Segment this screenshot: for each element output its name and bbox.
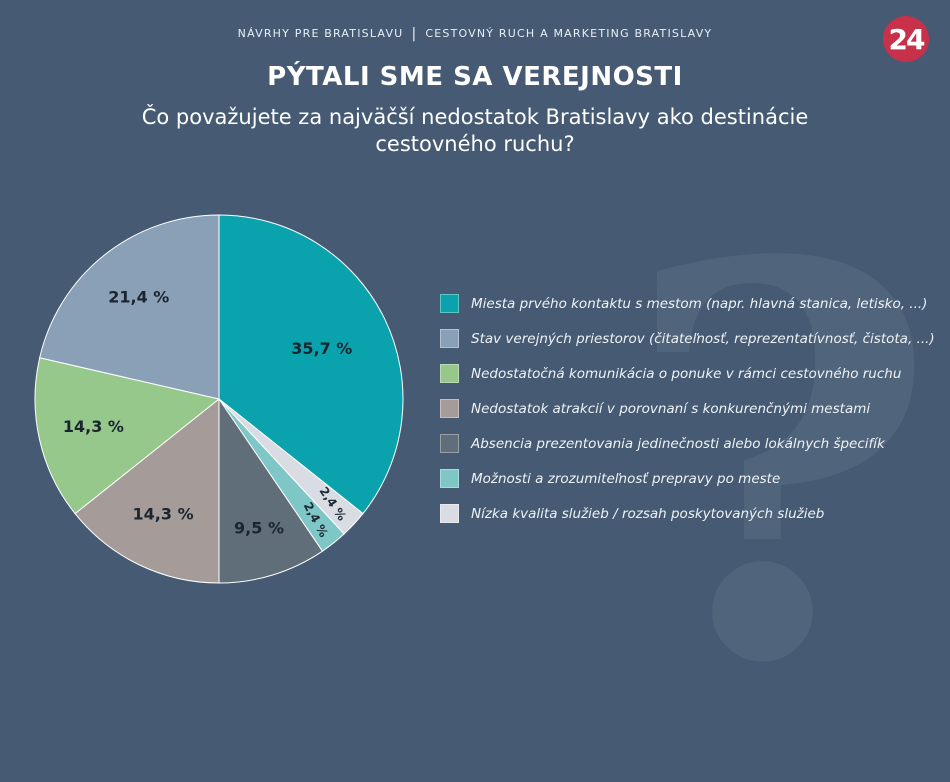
legend-swatch: [440, 399, 459, 418]
chart-legend: Miesta prvého kontaktu s mestom (napr. h…: [440, 286, 935, 531]
legend-swatch: [440, 469, 459, 488]
header-line: NÁVRHY PRE BRATISLAVU | CESTOVNÝ RUCH A MA…: [0, 26, 950, 42]
chart-subtitle: Čo považujete za najväčší nedostatok Bra…: [141, 105, 809, 156]
legend-item: Možnosti a zrozumiteľnosť prepravy po me…: [440, 461, 935, 496]
slice-label: 35,7 %: [291, 339, 352, 358]
slice-label: 9,5 %: [234, 519, 284, 538]
pie-slice: [218, 397, 324, 584]
slice-label: 21,4 %: [108, 288, 169, 307]
header-right: CESTOVNÝ RUCH A MARKETING BRATISLAVY: [425, 27, 713, 40]
legend-item: Stav verejných priestorov (čitateľnosť, …: [440, 321, 935, 356]
legend-label: Nedostatok atrakcií v porovnaní s konkur…: [471, 400, 871, 417]
brand-logo[interactable]: 24: [883, 16, 929, 62]
pie-slice: [34, 357, 221, 515]
pie-slice: [218, 214, 404, 515]
pie-slice: [74, 397, 220, 584]
slice-label: 14,3 %: [133, 505, 194, 524]
legend-label: Miesta prvého kontaktu s mestom (napr. h…: [471, 295, 928, 312]
header-separator: |: [411, 26, 418, 42]
legend-label: Nedostatočná komunikácia o ponuke v rámc…: [471, 365, 902, 382]
legend-swatch: [440, 294, 459, 313]
pie-chart: 35,7 %2,4 %2,4 %9,5 %14,3 %14,3 %21,4 %: [34, 214, 404, 584]
legend-label: Absencia prezentovania jedinečnosti aleb…: [471, 435, 885, 452]
legend-swatch: [440, 434, 459, 453]
legend-item: Nedostatočná komunikácia o ponuke v rámc…: [440, 356, 935, 391]
legend-label: Možnosti a zrozumiteľnosť prepravy po me…: [471, 470, 781, 487]
legend-item: Nedostatok atrakcií v porovnaní s konkur…: [440, 391, 935, 426]
legend-swatch: [440, 329, 459, 348]
legend-swatch: [440, 364, 459, 383]
pie-slice: [39, 214, 220, 400]
background-question-mark: ?: [622, 148, 939, 782]
header-left: NÁVRHY PRE BRATISLAVU: [237, 27, 404, 40]
slice-label: 14,3 %: [63, 417, 124, 436]
chart-title: PÝTALI SME SA VEREJNOSTI: [267, 62, 683, 92]
legend-item: Absencia prezentovania jedinečnosti aleb…: [440, 426, 935, 461]
legend-label: Nízka kvalita služieb / rozsah poskytova…: [471, 505, 825, 522]
legend-label: Stav verejných priestorov (čitateľnosť, …: [471, 330, 935, 347]
legend-item: Miesta prvého kontaktu s mestom (napr. h…: [440, 286, 935, 321]
legend-item: Nízka kvalita služieb / rozsah poskytova…: [440, 496, 935, 531]
legend-swatch: [440, 504, 459, 523]
